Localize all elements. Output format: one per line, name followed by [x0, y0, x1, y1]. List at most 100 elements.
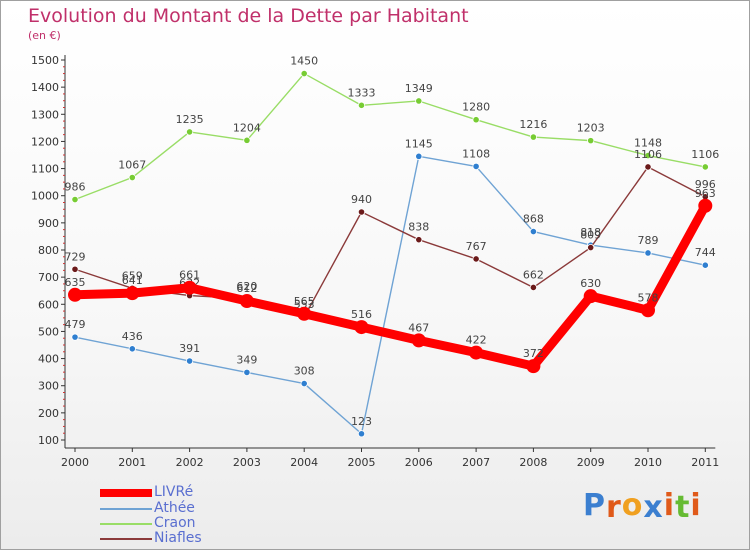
data-point-ath-e [186, 357, 194, 365]
legend-swatch-ath-e [100, 508, 152, 510]
data-label-niafles: 809 [580, 229, 601, 242]
series-line-ath-e [74, 155, 706, 435]
data-point-ath-e [128, 345, 136, 353]
data-point-niafles [71, 265, 79, 273]
y-tick-label: 1100 [31, 163, 59, 176]
data-label-ath-e: 308 [294, 365, 315, 378]
data-label-ath-e: 1108 [462, 147, 490, 160]
data-point-ath-e [529, 227, 538, 236]
data-label-ath-e: 868 [523, 213, 544, 226]
y-tick-label: 700 [38, 271, 59, 284]
data-label-livr-: 565 [294, 295, 315, 308]
data-point-ath-e [71, 333, 79, 341]
data-point-craon [128, 173, 136, 182]
data-label-niafles: 838 [408, 221, 429, 234]
x-tick-label: 2005 [348, 456, 376, 469]
data-point-craon [71, 195, 79, 204]
data-label-craon: 1280 [462, 101, 490, 114]
data-label-livr-: 516 [351, 308, 372, 321]
data-label-craon: 1148 [634, 137, 662, 150]
y-tick-label: 900 [38, 217, 59, 230]
data-label-ath-e: 479 [65, 318, 86, 331]
chart-unit: (en €) [28, 29, 61, 42]
data-point-livr- [641, 303, 655, 318]
chart-title: Evolution du Montant de la Dette par Hab… [28, 5, 469, 27]
data-label-niafles: 662 [523, 268, 544, 281]
data-label-craon: 1333 [348, 86, 376, 99]
data-label-niafles: 996 [695, 178, 716, 191]
data-point-craon [243, 136, 251, 144]
data-label-livr-: 963 [695, 187, 716, 200]
data-point-niafles [472, 255, 480, 263]
data-label-niafles: 553 [294, 298, 315, 311]
x-tick-label: 2007 [462, 456, 490, 469]
proxiti-logo: Proxiti [583, 488, 702, 525]
data-label-craon: 1349 [405, 82, 433, 95]
data-point-ath-e [243, 368, 251, 377]
data-label-niafles: 659 [122, 269, 143, 282]
legend-swatch-livr- [100, 489, 152, 497]
data-label-craon: 1450 [290, 55, 318, 68]
data-label-niafles: 940 [351, 193, 372, 206]
data-point-livr- [411, 333, 426, 348]
data-label-niafles: 729 [65, 250, 86, 263]
data-label-craon: 1216 [519, 118, 547, 131]
data-label-livr-: 467 [408, 321, 429, 334]
data-point-livr- [583, 289, 598, 304]
data-label-ath-e: 744 [695, 246, 716, 259]
y-tick-label: 1200 [31, 135, 59, 148]
y-tick-label: 800 [38, 244, 59, 257]
data-label-craon: 1106 [691, 148, 719, 161]
data-point-livr- [698, 198, 713, 213]
data-point-niafles [357, 208, 366, 216]
data-point-ath-e [472, 162, 480, 170]
series-line-craon [74, 72, 706, 201]
data-point-livr- [297, 306, 312, 321]
data-label-livr-: 578 [638, 291, 659, 304]
x-tick-label: 2000 [61, 456, 89, 469]
x-tick-label: 2006 [405, 456, 433, 469]
data-label-livr-: 422 [466, 334, 487, 347]
y-tick-label: 400 [38, 353, 59, 366]
legend-label-craon: Craon [154, 515, 196, 531]
legend-label-ath-e: Athée [154, 500, 195, 516]
y-tick-label: 600 [38, 298, 59, 311]
x-tick-label: 2003 [233, 456, 261, 469]
data-label-livr-: 612 [236, 282, 257, 295]
data-label-niafles: 620 [236, 280, 257, 293]
data-label-livr-: 372 [523, 347, 544, 360]
data-label-craon: 1203 [577, 122, 605, 135]
data-point-craon [300, 69, 308, 78]
x-tick-label: 2011 [691, 456, 719, 469]
data-point-craon [701, 163, 709, 171]
y-tick-label: 1300 [31, 108, 59, 121]
data-point-niafles [587, 243, 595, 252]
x-tick-label: 2004 [290, 456, 318, 469]
data-point-livr- [239, 294, 254, 309]
data-label-niafles: 1106 [634, 148, 662, 161]
data-point-craon [186, 128, 194, 136]
data-label-craon: 1235 [176, 113, 204, 126]
data-point-craon [644, 151, 652, 160]
data-label-ath-e: 1145 [405, 137, 433, 150]
x-tick-label: 2008 [519, 456, 547, 469]
data-label-ath-e: 818 [580, 226, 601, 239]
data-point-livr- [182, 280, 197, 295]
data-point-ath-e [415, 152, 423, 160]
y-tick-label: 100 [38, 434, 59, 447]
data-label-ath-e: 123 [351, 415, 372, 428]
data-label-craon: 1067 [118, 159, 146, 172]
y-tick-label: 1500 [31, 54, 59, 67]
data-label-ath-e: 349 [236, 353, 257, 366]
x-tick-label: 2009 [577, 456, 605, 469]
data-point-niafles [529, 283, 538, 292]
data-label-ath-e: 789 [638, 234, 659, 247]
y-tick-label: 1000 [31, 190, 59, 203]
y-tick-label: 500 [38, 325, 59, 338]
series-line-niafles [74, 166, 706, 318]
y-tick-label: 300 [38, 380, 59, 393]
data-label-livr-: 630 [580, 277, 601, 290]
data-point-craon [587, 137, 595, 145]
data-point-ath-e [357, 430, 366, 438]
